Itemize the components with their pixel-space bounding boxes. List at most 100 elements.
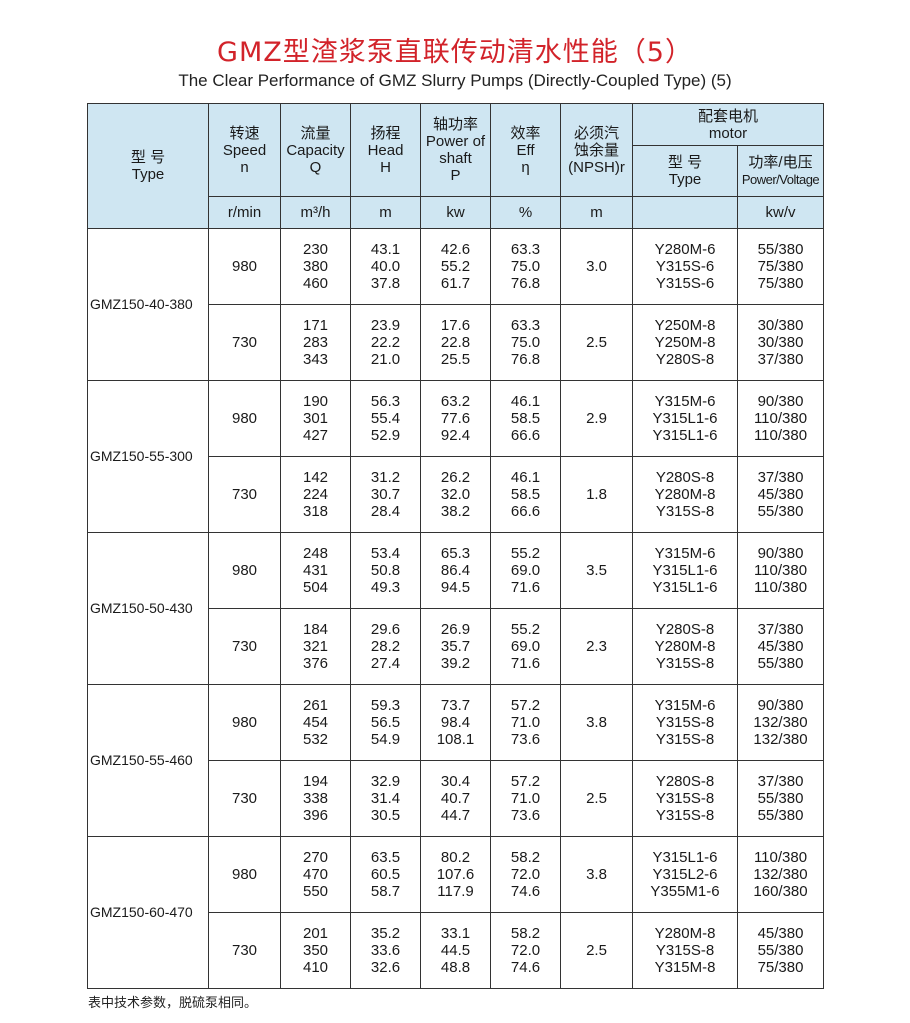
speed-cell: 730 <box>208 456 281 533</box>
cell-value: 90/380 <box>757 393 804 410</box>
cell-value: 321 <box>302 638 329 655</box>
cell-value: 454 <box>302 714 329 731</box>
cell-value: 55.2 <box>510 545 541 562</box>
cell-value: 58.2 <box>510 925 541 942</box>
cell-value: 80.2 <box>440 849 471 866</box>
cell-value: 71.6 <box>510 579 541 596</box>
cell-value: 33.1 <box>440 925 471 942</box>
npsh-cell: 2.5 <box>560 304 633 381</box>
cell-value: 230 <box>302 241 329 258</box>
cell-value: 283 <box>302 334 329 351</box>
speed-cell: 730 <box>208 912 281 989</box>
cell-value: 72.0 <box>510 866 541 883</box>
cell-value: Y280M-8 <box>654 925 716 942</box>
eff-cell: 46.1 58.5 66.6 <box>490 380 561 457</box>
head-cell: 63.5 60.5 58.7 <box>350 836 421 913</box>
cell-value: 35.2 <box>370 925 401 942</box>
cell-value: 55/380 <box>757 807 804 824</box>
cell-value: 26.2 <box>440 469 471 486</box>
cell-value: 71.0 <box>510 714 541 731</box>
cell-value: 132/380 <box>753 731 808 748</box>
cell-value: Y280M-8 <box>654 486 716 503</box>
header-npsh: 必须汽 蚀余量 (NPSH)r <box>560 103 633 197</box>
cell-value: 142 <box>302 469 329 486</box>
head-cell: 35.2 33.6 32.6 <box>350 912 421 989</box>
cell-value: 50.8 <box>370 562 401 579</box>
eff-cell: 63.3 75.0 76.8 <box>490 304 561 381</box>
motor-power-cell: 90/380 110/380 110/380 <box>736 380 825 457</box>
cell-value: 110/380 <box>753 562 808 579</box>
cell-value: 32.9 <box>370 773 401 790</box>
cell-value: Y250M-8 <box>654 317 716 334</box>
cell-value: Y280S-8 <box>655 621 715 638</box>
cell-value: 33.6 <box>370 942 401 959</box>
cell-value: 94.5 <box>440 579 471 596</box>
cell-value: 110/380 <box>753 410 808 427</box>
motor-power-cell: 37/380 45/380 55/380 <box>736 608 825 685</box>
eff-cell: 55.2 69.0 71.6 <box>490 608 561 685</box>
cell-value: 32.6 <box>370 959 401 976</box>
cell-value: 46.1 <box>510 469 541 486</box>
cell-value: 396 <box>302 807 329 824</box>
cell-value: 86.4 <box>440 562 471 579</box>
cell-value: 57.2 <box>510 697 541 714</box>
eff-cell: 55.2 69.0 71.6 <box>490 532 561 609</box>
cell-value: 171 <box>302 317 329 334</box>
cell-value: 55/380 <box>757 503 804 520</box>
cell-value: Y315S-8 <box>655 942 715 959</box>
cell-value: 194 <box>302 773 329 790</box>
power-cell: 80.2 107.6 117.9 <box>420 836 491 913</box>
cell-value: Y315M-6 <box>654 393 716 410</box>
unit-speed: r/min <box>208 196 281 229</box>
npsh-cell: 3.5 <box>560 532 633 609</box>
motor-type-cell: Y315M-6 Y315L1-6 Y315L1-6 <box>632 532 738 609</box>
eff-cell: 58.2 72.0 74.6 <box>490 836 561 913</box>
cell-value: Y315L2-6 <box>652 866 718 883</box>
npsh-cell: 2.5 <box>560 760 633 837</box>
motor-power-cell: 55/380 75/380 75/380 <box>736 228 825 305</box>
motor-type-cell: Y315M-6 Y315S-8 Y315S-8 <box>632 684 738 761</box>
motor-power-cell: 37/380 45/380 55/380 <box>736 456 825 533</box>
cell-value: 338 <box>302 790 329 807</box>
header-type: 型 号 Type <box>87 103 209 229</box>
cell-value: 301 <box>302 410 329 427</box>
eff-cell: 57.2 71.0 73.6 <box>490 760 561 837</box>
cell-value: 23.9 <box>370 317 401 334</box>
cell-value: 60.5 <box>370 866 401 883</box>
cell-value: 58.7 <box>370 883 401 900</box>
cell-value: 63.3 <box>510 317 541 334</box>
cell-value: 73.6 <box>510 807 541 824</box>
table-row: 730 184 321 376 29.6 28.2 27.4 26.9 35.7 39.2 55.2… <box>88 608 825 685</box>
power-cell: 73.7 98.4 108.1 <box>420 684 491 761</box>
cell-value: Y315L1-6 <box>652 562 718 579</box>
table-row: GMZ150-60-470 980 270 470 550 63.5 60.5 58.7 80.… <box>87 836 825 989</box>
cell-value: Y315S-8 <box>655 807 715 824</box>
cell-value: 66.6 <box>510 427 541 444</box>
cell-value: Y315L1-6 <box>652 427 718 444</box>
cell-value: 30/380 <box>757 334 804 351</box>
cell-value: 59.3 <box>370 697 401 714</box>
cell-value: 37/380 <box>757 621 804 638</box>
speed-cell: 980 <box>208 228 281 305</box>
power-cell: 63.2 77.6 92.4 <box>420 380 491 457</box>
header-speed: 转速 Speed n <box>208 103 281 197</box>
npsh-cell: 1.8 <box>560 456 633 533</box>
cell-value: 550 <box>302 883 329 900</box>
head-cell: 31.2 30.7 28.4 <box>350 456 421 533</box>
unit-power: kw <box>420 196 491 229</box>
motor-type-cell: Y280S-8 Y280M-8 Y315S-8 <box>632 608 738 685</box>
cell-value: 40.0 <box>370 258 401 275</box>
cell-value: Y250M-8 <box>654 334 716 351</box>
cell-value: 55.2 <box>440 258 471 275</box>
cell-value: 132/380 <box>753 714 808 731</box>
performance-table: 型 号 Type 转速 Speed n 流量 Capacity Q 扬程 Head H 轴功率… <box>87 103 825 989</box>
capacity-cell: 201 350 410 <box>280 912 351 989</box>
cell-value: Y280S-8 <box>655 773 715 790</box>
cell-value: Y280M-8 <box>654 638 716 655</box>
cell-value: 107.6 <box>436 866 475 883</box>
pump-model-cell: GMZ150-50-430 <box>87 532 209 685</box>
capacity-cell: 270 470 550 <box>280 836 351 913</box>
cell-value: 110/380 <box>753 849 808 866</box>
cell-value: 37.8 <box>370 275 401 292</box>
cell-value: 54.9 <box>370 731 401 748</box>
